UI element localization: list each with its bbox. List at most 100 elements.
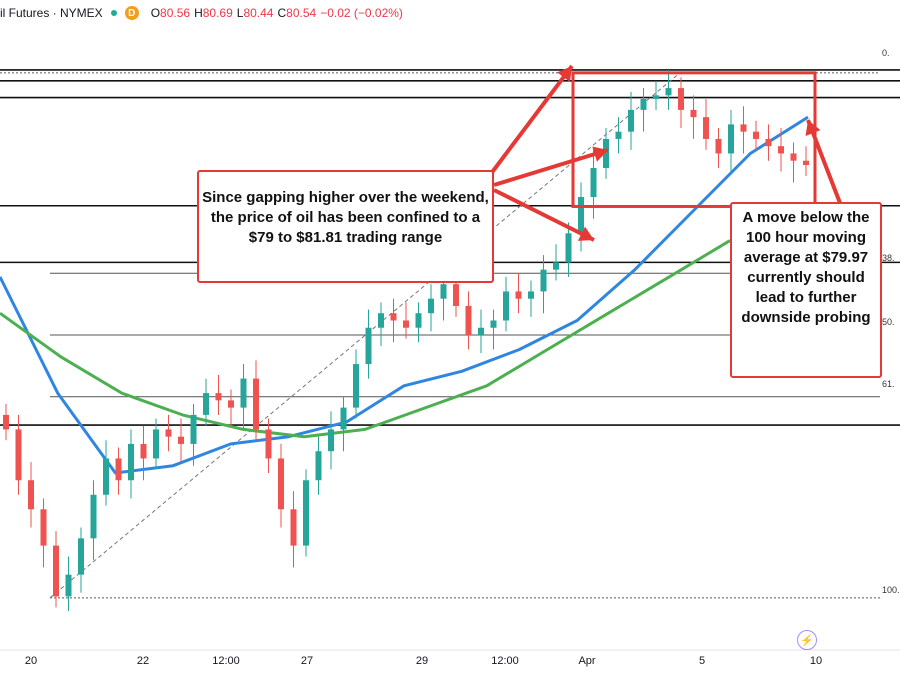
candle-body bbox=[203, 393, 209, 415]
candle-body bbox=[615, 131, 622, 139]
candle-body bbox=[728, 124, 734, 154]
candle-body bbox=[290, 509, 297, 546]
close-label: C bbox=[277, 6, 287, 20]
range-annotation: Since gapping higher over the weekend, t… bbox=[197, 170, 494, 283]
fib-trend-line bbox=[49, 72, 681, 599]
candle-body bbox=[715, 138, 722, 154]
chart-header: il Futures · NYMEX D O 80.56 H 80.69 L 80.4… bbox=[0, 4, 403, 22]
candle-body bbox=[553, 262, 559, 270]
ma200-line bbox=[0, 239, 731, 439]
candle-body bbox=[665, 88, 672, 96]
candle-body bbox=[740, 124, 747, 132]
candle-body bbox=[453, 284, 459, 306]
fib-label-38: 38. bbox=[882, 253, 895, 263]
candle-body bbox=[228, 400, 234, 408]
candle-body bbox=[578, 197, 584, 234]
candle-body bbox=[65, 574, 72, 597]
arrow-ma-head bbox=[805, 120, 821, 136]
range-box bbox=[571, 71, 817, 208]
arrow-range-bottom bbox=[493, 148, 609, 187]
ma100-line bbox=[0, 115, 809, 475]
open-value: 80.56 bbox=[160, 6, 191, 20]
change-value: −0.02 (−0.02%) bbox=[320, 6, 403, 20]
candle-body bbox=[378, 313, 384, 328]
candle-body bbox=[340, 407, 347, 430]
high-label: H bbox=[194, 6, 203, 20]
candle-body bbox=[140, 443, 147, 459]
candle-body bbox=[503, 291, 509, 321]
low-label: L bbox=[236, 6, 244, 20]
arrow-range-top-head bbox=[557, 66, 572, 82]
candle-body bbox=[753, 131, 759, 139]
candle-body bbox=[190, 414, 197, 444]
candle-body bbox=[540, 269, 547, 292]
candle-body bbox=[253, 378, 259, 430]
dividend-badge-icon[interactable]: D bbox=[124, 6, 139, 20]
fib-label-61: 61. bbox=[882, 379, 895, 389]
candle-body bbox=[28, 480, 34, 510]
arrow-range-top bbox=[488, 64, 574, 177]
candle-body bbox=[403, 320, 409, 328]
candle-body bbox=[165, 429, 172, 437]
x-tick-label: 27 bbox=[300, 655, 314, 667]
open-label: O bbox=[150, 6, 161, 20]
candle-body bbox=[703, 117, 709, 139]
candle-body bbox=[353, 364, 359, 408]
candle-body bbox=[678, 88, 684, 110]
fib-label-50: 50. bbox=[882, 317, 895, 327]
candle-body bbox=[53, 545, 59, 597]
candle-body bbox=[490, 320, 497, 328]
candle-body bbox=[40, 509, 47, 546]
x-tick-label: Apr bbox=[578, 655, 596, 667]
candle-body bbox=[628, 109, 634, 132]
candle-body bbox=[128, 443, 134, 481]
fib-label-100: 100. bbox=[882, 585, 900, 595]
candle-body bbox=[528, 291, 534, 299]
candle-body bbox=[690, 109, 697, 118]
candle-body bbox=[765, 138, 772, 147]
candle-body bbox=[640, 98, 647, 110]
candle-body bbox=[465, 305, 472, 335]
low-value: 80.44 bbox=[243, 6, 274, 20]
arrow-price bbox=[493, 188, 595, 242]
x-tick-label: 29 bbox=[415, 655, 429, 667]
candle-body bbox=[653, 95, 659, 99]
x-tick-label: 20 bbox=[24, 655, 38, 667]
candle-body bbox=[103, 458, 109, 495]
candle-body bbox=[215, 393, 222, 401]
x-tick-label: 5 bbox=[698, 655, 706, 667]
x-tick-label: 22 bbox=[136, 655, 150, 667]
candle-body bbox=[328, 429, 334, 452]
candle-body bbox=[803, 160, 809, 166]
candle-body bbox=[15, 429, 22, 481]
candle-body bbox=[778, 146, 784, 154]
moving-average-annotation: A move below the 100 hour moving average… bbox=[730, 202, 882, 378]
symbol-title[interactable]: il Futures · NYMEX bbox=[0, 6, 103, 20]
close-value: 80.54 bbox=[286, 6, 317, 20]
candle-body bbox=[603, 138, 609, 168]
candle-body bbox=[278, 458, 284, 510]
candle-body bbox=[3, 414, 9, 430]
candle-body bbox=[515, 291, 522, 299]
candle-body bbox=[428, 298, 434, 314]
candle-body bbox=[478, 327, 484, 335]
candle-body bbox=[415, 313, 422, 328]
candle-body bbox=[240, 378, 247, 408]
x-tick-label: 12:00 bbox=[491, 655, 519, 667]
high-value: 80.69 bbox=[202, 6, 233, 20]
candle-body bbox=[565, 233, 572, 263]
candle-body bbox=[440, 284, 447, 299]
candle-body bbox=[90, 494, 97, 539]
candle-body bbox=[178, 436, 184, 444]
market-status-icon bbox=[110, 10, 117, 16]
arrow-ma bbox=[806, 119, 842, 204]
lightning-icon[interactable]: ⚡ bbox=[797, 630, 817, 650]
candle-body bbox=[390, 313, 397, 321]
candle-body bbox=[590, 167, 597, 198]
candle-body bbox=[365, 327, 372, 365]
candle-body bbox=[315, 451, 322, 481]
arrow-range-bottom-head bbox=[592, 146, 608, 162]
arrow-price-head bbox=[577, 226, 594, 241]
candle-body bbox=[265, 429, 272, 459]
